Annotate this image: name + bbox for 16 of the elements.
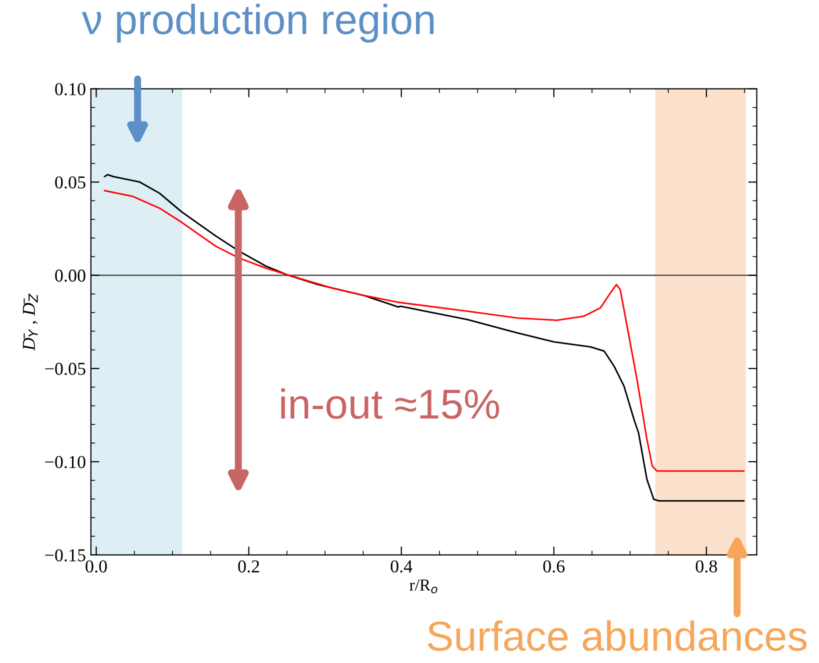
x-axis-title: r/R$_{o}$: [410, 580, 438, 594]
y-tick-label: 0.10: [55, 83, 86, 96]
x-tick-label: 0.4: [390, 560, 412, 573]
x-tick-label: 0.6: [543, 560, 565, 573]
x-tick-label: 0.0: [86, 560, 107, 573]
y-tick-label: −0.05: [45, 362, 86, 376]
text: ν production region: [82, 4, 434, 43]
annotation: in-out ≈15%: [281, 388, 500, 419]
y-tick-label: 0.05: [55, 176, 86, 189]
y-tick-label: 0.00: [55, 270, 86, 282]
y-tick-label: −0.15: [45, 549, 86, 562]
y-tick-label: −0.10: [45, 456, 86, 468]
x-tick-label: 0.8: [696, 560, 718, 573]
x-tick-label: 0.2: [238, 560, 260, 573]
text: Surface abundances: [428, 620, 807, 651]
y-axis-title: D̄$_{Y}$ , D̄$_{Z}$: [22, 294, 38, 351]
